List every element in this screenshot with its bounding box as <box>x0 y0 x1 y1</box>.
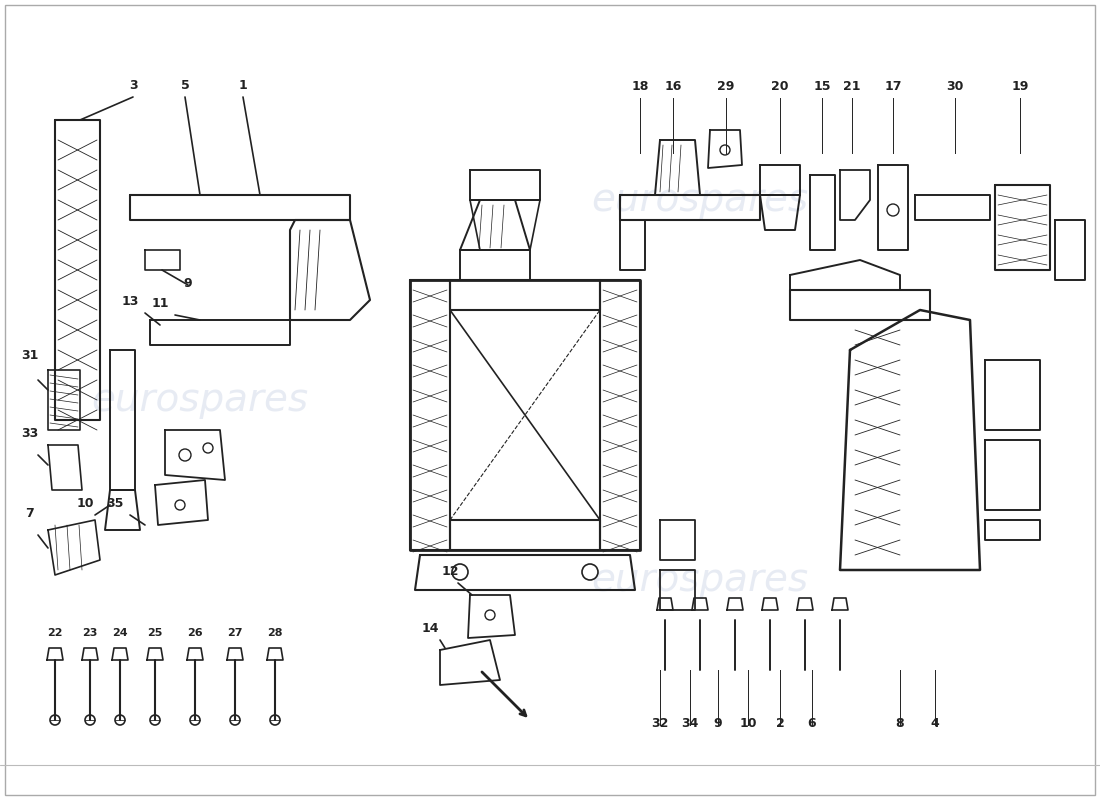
Text: 14: 14 <box>421 622 439 635</box>
Text: 8: 8 <box>895 717 904 730</box>
Text: 20: 20 <box>771 80 789 93</box>
Text: 25: 25 <box>147 628 163 638</box>
Text: 32: 32 <box>651 717 669 730</box>
Text: 31: 31 <box>21 349 38 362</box>
Text: 27: 27 <box>228 628 243 638</box>
Text: 34: 34 <box>681 717 698 730</box>
Text: 30: 30 <box>946 80 964 93</box>
Text: 12: 12 <box>441 565 459 578</box>
Text: 22: 22 <box>47 628 63 638</box>
Text: 13: 13 <box>121 295 139 308</box>
Text: 10: 10 <box>739 717 757 730</box>
Text: 29: 29 <box>717 80 735 93</box>
Text: 28: 28 <box>267 628 283 638</box>
Text: 19: 19 <box>1011 80 1028 93</box>
Text: 5: 5 <box>180 79 189 92</box>
Text: 10: 10 <box>76 497 94 510</box>
Text: 35: 35 <box>107 497 123 510</box>
Text: 18: 18 <box>631 80 649 93</box>
Text: 9: 9 <box>184 277 192 290</box>
Text: 4: 4 <box>931 717 939 730</box>
Text: 9: 9 <box>714 717 723 730</box>
Text: 17: 17 <box>884 80 902 93</box>
Text: 11: 11 <box>152 297 168 310</box>
Text: 6: 6 <box>807 717 816 730</box>
Text: eurospares: eurospares <box>592 561 808 599</box>
Text: 15: 15 <box>813 80 830 93</box>
Text: 24: 24 <box>112 628 128 638</box>
Text: 26: 26 <box>187 628 202 638</box>
Text: 3: 3 <box>129 79 138 92</box>
Text: 7: 7 <box>25 507 34 520</box>
Text: 23: 23 <box>82 628 98 638</box>
Text: eurospares: eurospares <box>592 181 808 219</box>
Text: 2: 2 <box>776 717 784 730</box>
Text: 1: 1 <box>239 79 248 92</box>
Text: 16: 16 <box>664 80 682 93</box>
Text: eurospares: eurospares <box>91 381 309 419</box>
Text: 21: 21 <box>844 80 860 93</box>
Text: 33: 33 <box>21 427 38 440</box>
